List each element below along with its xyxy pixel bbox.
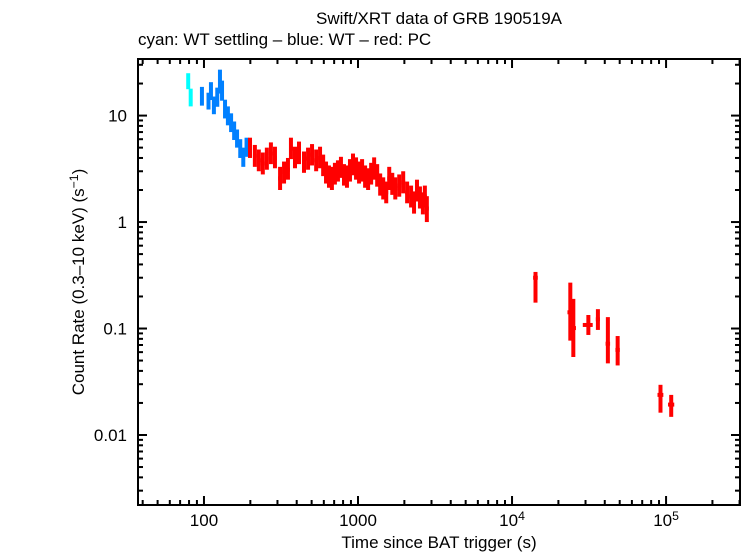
x-tick-label: 100: [190, 511, 218, 530]
data-series-layer: [186, 69, 675, 417]
plot-frame: [137, 58, 741, 506]
plot-generated-content: 100 1000 104 105 10 1 0.1 0.01 Count Rate (0.3–1…: [67, 58, 741, 530]
chart-title: Swift/XRT data of GRB 190519A: [316, 9, 563, 28]
y-tick-label: 0.01: [94, 426, 127, 445]
y-tick-label: 0.1: [103, 320, 127, 339]
series-wt-settling: [186, 73, 193, 107]
x-tick-label: 1000: [339, 511, 377, 530]
chart-subtitle-legend: cyan: WT settling – blue: WT – red: PC: [138, 30, 431, 49]
y-axis-label: Count Rate (0.3–10 keV) (s−1): [67, 169, 88, 396]
x-axis-label: Time since BAT trigger (s): [341, 533, 536, 552]
x-tick-label: 104: [499, 509, 525, 530]
y-tick-label: 1: [118, 213, 127, 232]
y-tick-label: 10: [108, 107, 127, 126]
x-tick-label: 105: [653, 509, 679, 530]
series-wt: [199, 69, 249, 167]
series-pc: [247, 137, 675, 417]
